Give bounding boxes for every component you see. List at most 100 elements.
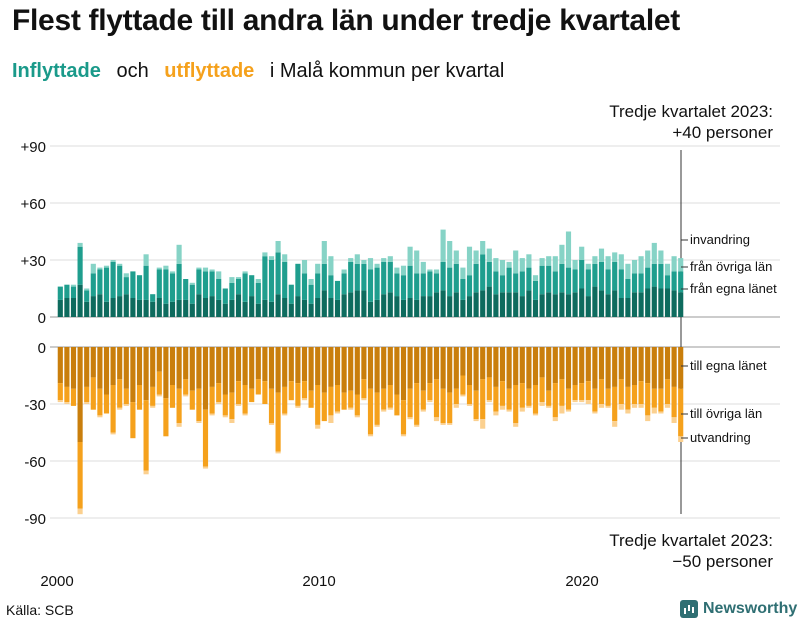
- bar-out-other: [130, 402, 136, 439]
- bar-in-other: [295, 263, 301, 297]
- bar-in-other: [367, 269, 374, 302]
- bar-out-local: [394, 347, 400, 395]
- bar-in-other: [453, 263, 459, 293]
- bar-out-local: [440, 347, 446, 389]
- bar-out-other: [136, 385, 143, 410]
- bar-in-local: [130, 298, 136, 317]
- bar-out-local: [156, 347, 162, 372]
- bar-in-local: [136, 299, 143, 317]
- bar-out-emig: [618, 404, 624, 410]
- bar-in-immig: [97, 267, 103, 270]
- bar-out-local: [532, 347, 539, 385]
- bar-out-emig: [473, 419, 479, 422]
- newsworthy-logo-icon: [680, 600, 698, 618]
- bar-in-other: [664, 275, 671, 289]
- bar-in-other: [466, 275, 473, 297]
- bar-in-other: [585, 269, 591, 297]
- bar-in-immig: [671, 256, 677, 272]
- bar-in-local: [572, 292, 578, 317]
- bar-out-other: [466, 385, 473, 404]
- bar-in-other: [605, 269, 611, 295]
- bar-in-other: [513, 273, 519, 293]
- bar-in-other: [328, 275, 334, 298]
- bar-in-other: [526, 267, 532, 291]
- bar-out-emig: [519, 407, 525, 412]
- bar-in-immig: [625, 263, 631, 279]
- bar-out-local: [400, 347, 407, 401]
- bar-in-other: [110, 261, 116, 298]
- bar-in-immig: [70, 284, 77, 287]
- bar-in-other: [671, 271, 677, 291]
- bar-in-other: [70, 286, 77, 298]
- bar-out-other: [295, 383, 301, 406]
- bar-in-immig: [618, 254, 624, 270]
- bar-out-local: [262, 347, 268, 382]
- bar-out-other: [532, 385, 539, 414]
- upper-tick-label: +90: [21, 139, 46, 156]
- bar-out-local: [638, 347, 644, 382]
- bar-in-other: [552, 271, 558, 295]
- bar-in-local: [387, 292, 393, 317]
- bar-in-immig: [216, 271, 222, 279]
- bar-in-other: [651, 263, 657, 287]
- bar-in-other: [519, 271, 525, 297]
- bar-in-local: [242, 301, 248, 317]
- bar-in-local: [612, 290, 618, 317]
- bar-in-other: [249, 275, 255, 297]
- bar-in-immig: [169, 271, 176, 274]
- bar-out-local: [526, 347, 532, 389]
- bar-out-other: [493, 386, 499, 412]
- bar-in-immig: [235, 277, 242, 279]
- bar-out-other: [57, 383, 63, 401]
- bar-out-emig: [664, 404, 671, 408]
- bar-in-immig: [598, 248, 605, 262]
- bar-out-other: [150, 386, 156, 406]
- bar-in-immig: [433, 269, 440, 274]
- bar-out-other: [262, 381, 268, 404]
- lower-tick-label: -90: [24, 511, 46, 528]
- bar-in-immig: [328, 256, 334, 276]
- bar-in-local: [156, 298, 162, 317]
- bar-in-immig: [447, 241, 453, 268]
- bar-in-immig: [658, 250, 664, 264]
- bar-out-emig: [268, 423, 275, 425]
- bar-in-other: [209, 271, 215, 297]
- bar-in-local: [216, 299, 222, 317]
- bar-in-immig: [440, 229, 446, 262]
- bar-out-emig: [374, 424, 380, 427]
- bar-out-local: [361, 347, 367, 380]
- bar-out-emig: [645, 415, 651, 422]
- x-tick-label: 2000: [40, 573, 73, 590]
- bar-in-local: [301, 299, 308, 317]
- bar-in-local: [645, 288, 651, 317]
- bar-out-other: [400, 400, 407, 435]
- bar-in-immig: [242, 271, 248, 274]
- bar-in-immig: [565, 231, 572, 268]
- bar-out-local: [433, 347, 440, 380]
- bar-in-other: [143, 265, 149, 300]
- bar-out-emig: [176, 423, 182, 427]
- subtitle-utflyttade: utflyttade: [164, 60, 255, 82]
- bar-out-other: [519, 383, 525, 408]
- bar-out-local: [242, 347, 248, 385]
- bar-out-emig: [295, 405, 301, 408]
- chart-subtitle: Inflyttade och utflyttade i Malå kommun …: [12, 60, 514, 83]
- bar-in-other: [255, 282, 261, 304]
- annotation-top-line2: +40 personer: [672, 123, 773, 142]
- bar-in-local: [427, 296, 433, 317]
- bar-in-other: [486, 261, 492, 287]
- bar-in-local: [407, 298, 413, 317]
- bar-in-other: [447, 267, 453, 297]
- bar-in-local: [268, 301, 275, 317]
- bar-in-local: [348, 292, 354, 317]
- bar-out-other: [348, 390, 354, 408]
- bar-in-immig: [427, 269, 433, 272]
- bar-in-immig: [638, 256, 644, 274]
- bar-in-local: [473, 292, 479, 317]
- bar-out-other: [169, 385, 176, 408]
- source-text: Källa: SCB: [6, 602, 74, 618]
- series-label-out-other: till övriga län: [690, 406, 762, 421]
- bar-out-emig: [235, 404, 242, 406]
- bar-in-local: [433, 292, 440, 317]
- bar-in-local: [288, 303, 294, 317]
